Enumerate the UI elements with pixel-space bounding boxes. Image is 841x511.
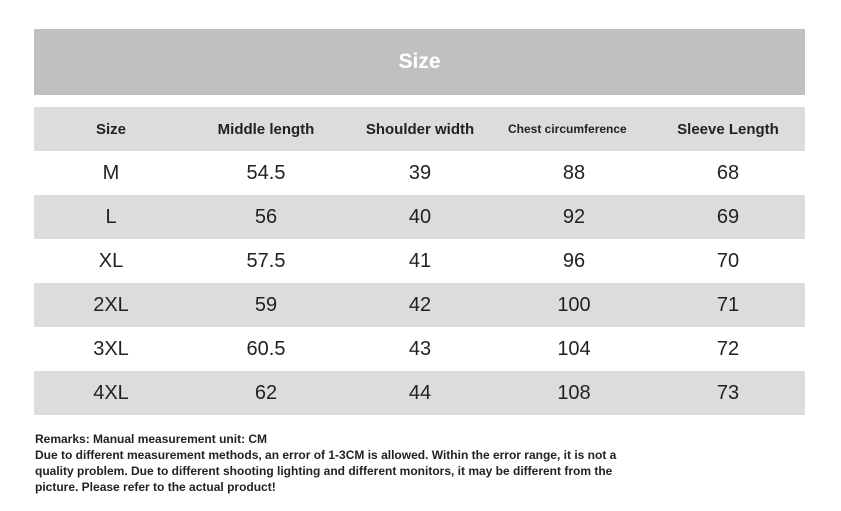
cell-size: L bbox=[105, 205, 117, 228]
table-row: 3XL 60.5 43 104 72 bbox=[34, 327, 805, 371]
cell-chest-circumference: 108 bbox=[557, 381, 591, 404]
cell-middle-length: 57.5 bbox=[246, 249, 286, 272]
column-header-shoulder-width: Shoulder width bbox=[365, 120, 475, 138]
table-row: M 54.5 39 88 68 bbox=[34, 151, 805, 195]
cell-sleeve-length: 71 bbox=[716, 293, 740, 316]
table-header-row: Size Middle length Shoulder width Chest … bbox=[34, 107, 805, 151]
cell-shoulder-width: 41 bbox=[408, 249, 432, 272]
table-row: 2XL 59 42 100 71 bbox=[34, 283, 805, 327]
table-row: L 56 40 92 69 bbox=[34, 195, 805, 239]
remarks-heading: Remarks: Manual measurement unit: CM bbox=[35, 432, 268, 446]
chart-title: Size bbox=[34, 29, 805, 95]
cell-chest-circumference: 92 bbox=[562, 205, 586, 228]
cell-middle-length: 59 bbox=[254, 293, 278, 316]
column-header-size: Size bbox=[95, 120, 126, 138]
cell-shoulder-width: 39 bbox=[408, 161, 432, 184]
cell-middle-length: 62 bbox=[254, 381, 278, 404]
cell-sleeve-length: 72 bbox=[716, 337, 740, 360]
cell-size: 3XL bbox=[93, 337, 129, 360]
table-row: XL 57.5 41 96 70 bbox=[34, 239, 805, 283]
column-header-chest-circumference: Chest circumference bbox=[508, 122, 627, 136]
column-header-middle-length: Middle length bbox=[217, 120, 315, 138]
cell-chest-circumference: 88 bbox=[562, 161, 586, 184]
column-header-sleeve-length: Sleeve Length bbox=[677, 120, 779, 138]
cell-chest-circumference: 104 bbox=[557, 337, 591, 360]
cell-size: M bbox=[102, 161, 120, 184]
cell-middle-length: 60.5 bbox=[246, 337, 286, 360]
size-table: Size Middle length Shoulder width Chest … bbox=[34, 107, 805, 415]
cell-shoulder-width: 40 bbox=[408, 205, 432, 228]
table-row: 4XL 62 44 108 73 bbox=[34, 371, 805, 415]
cell-chest-circumference: 96 bbox=[562, 249, 586, 272]
remarks-body: Due to different measurement methods, an… bbox=[35, 448, 617, 494]
cell-sleeve-length: 69 bbox=[716, 205, 740, 228]
cell-middle-length: 56 bbox=[254, 205, 278, 228]
cell-sleeve-length: 73 bbox=[716, 381, 740, 404]
cell-middle-length: 54.5 bbox=[246, 161, 286, 184]
cell-sleeve-length: 70 bbox=[716, 249, 740, 272]
cell-size: 2XL bbox=[93, 293, 129, 316]
cell-sleeve-length: 68 bbox=[716, 161, 740, 184]
remarks: Remarks: Manual measurement unit: CM Due… bbox=[35, 431, 655, 495]
cell-shoulder-width: 43 bbox=[408, 337, 432, 360]
cell-size: 4XL bbox=[93, 381, 129, 404]
cell-shoulder-width: 44 bbox=[408, 381, 432, 404]
cell-chest-circumference: 100 bbox=[557, 293, 591, 316]
cell-size: XL bbox=[98, 249, 124, 272]
cell-shoulder-width: 42 bbox=[408, 293, 432, 316]
